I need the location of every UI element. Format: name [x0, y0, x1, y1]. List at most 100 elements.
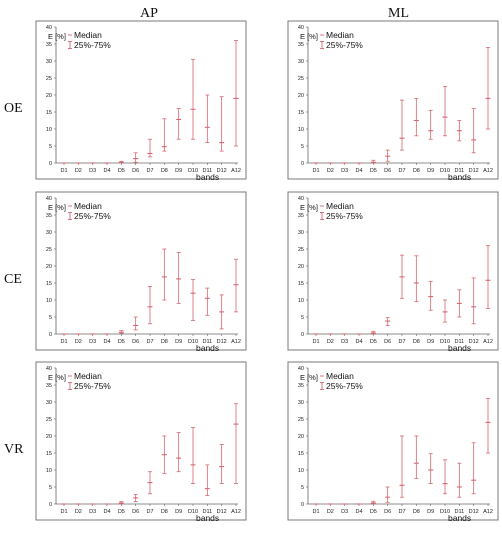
- y-tick-label-oe-ap: 35: [46, 42, 52, 48]
- y-axis-label-ce-ml: E [%]: [300, 203, 318, 212]
- panel-frame-vr-ml: [287, 361, 499, 521]
- x-tick-label-oe-ap: D4: [103, 168, 110, 174]
- x-tick-label-oe-ap: D10: [188, 168, 198, 174]
- x-tick-label-oe-ap: A12: [231, 168, 241, 174]
- y-tick-label-ce-ml: 35: [298, 213, 304, 219]
- legend-entry-median-ce-ap: Median: [74, 201, 102, 211]
- x-tick-label-vr-ml: D12: [469, 509, 479, 515]
- x-tick-label-vr-ap: D2: [75, 509, 82, 515]
- x-tick-label-ce-ml: D4: [355, 339, 362, 345]
- y-axis-label-vr-ap: E [%]: [48, 373, 66, 382]
- y-tick-label-oe-ap: 40: [46, 25, 52, 31]
- x-tick-label-vr-ml: D4: [355, 509, 362, 515]
- x-tick-label-ce-ml: D7: [398, 339, 405, 345]
- y-tick-label-vr-ml: 0: [301, 502, 304, 508]
- x-tick-label-ce-ap: D4: [103, 339, 110, 345]
- x-tick-label-oe-ml: D5: [370, 168, 377, 174]
- y-tick-label-oe-ap: 15: [46, 110, 52, 116]
- x-tick-label-vr-ml: D1: [312, 509, 319, 515]
- y-tick-label-ce-ml: 0: [301, 332, 304, 338]
- panel-frame-ce-ml: [287, 191, 499, 351]
- x-tick-label-vr-ml: D9: [427, 509, 434, 515]
- legend-entry-median-oe-ap: Median: [74, 30, 102, 40]
- y-tick-label-oe-ml: 20: [298, 93, 304, 99]
- x-tick-label-vr-ap: D1: [60, 509, 67, 515]
- y-tick-label-oe-ap: 0: [49, 161, 52, 167]
- y-tick-label-oe-ml: 30: [298, 59, 304, 65]
- y-tick-label-vr-ml: 40: [298, 366, 304, 372]
- y-tick-label-vr-ap: 20: [46, 434, 52, 440]
- x-tick-label-vr-ml: D2: [327, 509, 334, 515]
- x-tick-label-ce-ap: D3: [89, 339, 96, 345]
- x-tick-label-vr-ml: D7: [398, 509, 405, 515]
- x-tick-label-ce-ml: D9: [427, 339, 434, 345]
- x-tick-label-ce-ml: A12: [483, 339, 493, 345]
- legend-entry-range-vr-ml: 25%-75%: [326, 381, 363, 391]
- y-tick-label-oe-ml: 40: [298, 25, 304, 31]
- y-tick-label-ce-ml: 40: [298, 196, 304, 202]
- row-title-vr: VR: [4, 442, 24, 457]
- y-tick-label-vr-ml: 30: [298, 400, 304, 406]
- y-tick-label-ce-ap: 10: [46, 298, 52, 304]
- x-tick-label-vr-ap: D3: [89, 509, 96, 515]
- y-tick-label-oe-ml: 15: [298, 110, 304, 116]
- y-axis-label-ce-ap: E [%]: [48, 203, 66, 212]
- y-axis-label-oe-ap: E [%]: [48, 32, 66, 41]
- x-tick-label-oe-ml: D9: [427, 168, 434, 174]
- y-tick-label-ce-ml: 5: [301, 315, 304, 321]
- y-tick-label-vr-ap: 25: [46, 417, 52, 423]
- x-tick-label-oe-ml: D2: [327, 168, 334, 174]
- x-tick-label-vr-ap: D9: [175, 509, 182, 515]
- x-tick-label-vr-ap: A12: [231, 509, 241, 515]
- y-tick-label-oe-ap: 20: [46, 93, 52, 99]
- x-tick-label-oe-ml: D11: [454, 168, 464, 174]
- x-tick-label-oe-ap: D1: [60, 168, 67, 174]
- x-tick-label-vr-ap: D12: [217, 509, 227, 515]
- x-tick-label-ce-ap: D2: [75, 339, 82, 345]
- x-tick-label-ce-ml: D12: [469, 339, 479, 345]
- y-tick-label-vr-ap: 0: [49, 502, 52, 508]
- y-tick-label-ce-ap: 20: [46, 264, 52, 270]
- x-tick-label-vr-ap: D4: [103, 509, 110, 515]
- legend-entry-range-oe-ap: 25%-75%: [74, 40, 111, 50]
- x-tick-label-vr-ap: D5: [118, 509, 125, 515]
- legend-entry-range-vr-ap: 25%-75%: [74, 381, 111, 391]
- panel-frame-vr-ap: [35, 361, 247, 521]
- y-tick-label-oe-ml: 10: [298, 127, 304, 133]
- x-tick-label-oe-ap: D7: [146, 168, 153, 174]
- y-axis-label-vr-ml: E [%]: [300, 373, 318, 382]
- legend-entry-median-vr-ml: Median: [326, 371, 354, 381]
- x-tick-label-vr-ap: D8: [161, 509, 168, 515]
- x-tick-label-vr-ap: D6: [132, 509, 139, 515]
- y-tick-label-vr-ap: 30: [46, 400, 52, 406]
- x-tick-label-ce-ml: D3: [341, 339, 348, 345]
- legend-entry-median-ce-ml: Median: [326, 201, 354, 211]
- x-tick-label-ce-ap: A12: [231, 339, 241, 345]
- row-title-oe: OE: [4, 101, 23, 116]
- x-tick-label-oe-ml: A12: [483, 168, 493, 174]
- y-tick-label-ce-ml: 30: [298, 230, 304, 236]
- x-tick-label-ce-ap: D10: [188, 339, 198, 345]
- column-title-ap: AP: [140, 6, 158, 21]
- x-tick-label-vr-ml: D10: [440, 509, 450, 515]
- x-tick-label-oe-ml: D6: [384, 168, 391, 174]
- panel-frame-oe-ml: [287, 20, 499, 180]
- y-tick-label-vr-ml: 10: [298, 468, 304, 474]
- x-tick-label-vr-ml: D3: [341, 509, 348, 515]
- y-tick-label-vr-ml: 15: [298, 451, 304, 457]
- x-axis-label-ce-ml: bands: [448, 343, 471, 353]
- y-tick-label-oe-ap: 10: [46, 127, 52, 133]
- y-tick-label-vr-ap: 5: [49, 485, 52, 491]
- column-title-ml: ML: [388, 6, 409, 21]
- x-tick-label-ce-ml: D5: [370, 339, 377, 345]
- x-axis-label-ce-ap: bands: [196, 343, 219, 353]
- x-axis-label-vr-ml: bands: [448, 513, 471, 523]
- y-tick-label-oe-ap: 30: [46, 59, 52, 65]
- y-tick-label-ce-ap: 25: [46, 247, 52, 253]
- x-axis-label-oe-ml: bands: [448, 172, 471, 182]
- x-tick-label-oe-ml: D10: [440, 168, 450, 174]
- x-tick-label-oe-ap: D6: [132, 168, 139, 174]
- x-tick-label-ce-ap: D12: [217, 339, 227, 345]
- y-axis-label-oe-ml: E [%]: [300, 32, 318, 41]
- y-tick-label-ce-ml: 15: [298, 281, 304, 287]
